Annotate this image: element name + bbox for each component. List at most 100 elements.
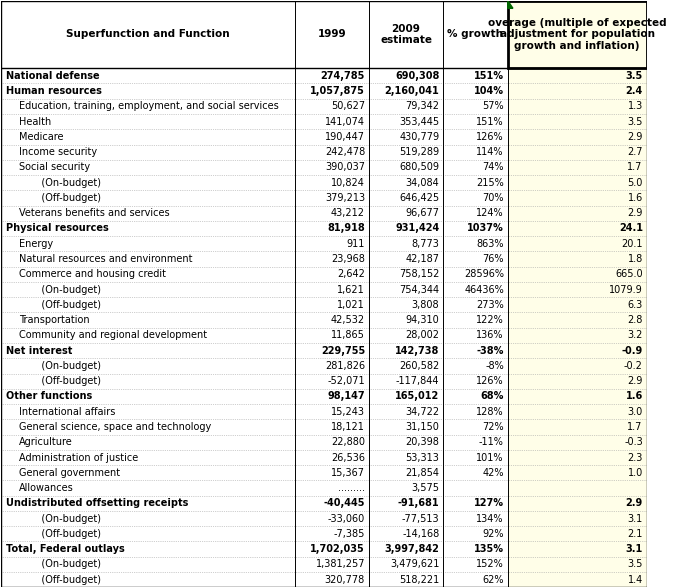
Text: 2.1: 2.1: [628, 529, 643, 539]
Text: 10,824: 10,824: [331, 178, 365, 188]
Text: 74%: 74%: [482, 162, 504, 172]
Text: 46436%: 46436%: [464, 285, 504, 295]
Text: 43,212: 43,212: [331, 208, 365, 218]
Text: 11,865: 11,865: [331, 330, 365, 340]
Text: 81,918: 81,918: [327, 223, 365, 233]
Text: 274,785: 274,785: [321, 71, 365, 81]
Text: 57%: 57%: [482, 101, 504, 111]
Text: Income security: Income security: [19, 147, 97, 157]
Text: 20,398: 20,398: [405, 437, 439, 447]
Text: 1.3: 1.3: [628, 101, 643, 111]
Text: 21,854: 21,854: [405, 468, 439, 478]
Text: Health: Health: [19, 116, 51, 126]
Text: 3.5: 3.5: [628, 559, 643, 569]
Text: 430,779: 430,779: [399, 132, 439, 142]
Text: Administration of justice: Administration of justice: [19, 453, 138, 463]
Text: 136%: 136%: [477, 330, 504, 340]
Text: 863%: 863%: [477, 239, 504, 249]
Text: -40,445: -40,445: [324, 498, 365, 508]
Text: Social security: Social security: [19, 162, 90, 172]
Text: 62%: 62%: [482, 574, 504, 584]
Text: .........: .........: [338, 483, 365, 493]
Text: 1.7: 1.7: [628, 422, 643, 432]
Text: 3.2: 3.2: [628, 330, 643, 340]
Text: -0.3: -0.3: [624, 437, 643, 447]
Text: Allowances: Allowances: [19, 483, 73, 493]
Text: 1.4: 1.4: [628, 574, 643, 584]
Text: overage (multiple of expected
adjustment for population
growth and inflation): overage (multiple of expected adjustment…: [488, 18, 666, 51]
Text: 28,002: 28,002: [405, 330, 439, 340]
Text: 3.1: 3.1: [628, 513, 643, 523]
Text: % growth: % growth: [447, 29, 503, 39]
Text: Superfunction and Function: Superfunction and Function: [66, 29, 229, 39]
Text: 151%: 151%: [474, 71, 504, 81]
Text: 2,160,041: 2,160,041: [385, 86, 439, 96]
Text: Medicare: Medicare: [19, 132, 63, 142]
Text: 931,424: 931,424: [395, 223, 439, 233]
Text: 680,509: 680,509: [399, 162, 439, 172]
Text: 96,677: 96,677: [405, 208, 439, 218]
Text: 519,289: 519,289: [399, 147, 439, 157]
Text: 22,880: 22,880: [331, 437, 365, 447]
Text: 42,187: 42,187: [405, 254, 439, 264]
Text: 126%: 126%: [476, 132, 504, 142]
Text: 124%: 124%: [476, 208, 504, 218]
Text: 273%: 273%: [476, 300, 504, 310]
Text: 127%: 127%: [474, 498, 504, 508]
Text: 1,057,875: 1,057,875: [310, 86, 365, 96]
Text: 122%: 122%: [476, 315, 504, 325]
Text: 390,037: 390,037: [325, 162, 365, 172]
Text: 42%: 42%: [482, 468, 504, 478]
Text: 2.7: 2.7: [627, 147, 643, 157]
Text: National defense: National defense: [6, 71, 99, 81]
Bar: [508, 1, 647, 587]
Text: 2.8: 2.8: [628, 315, 643, 325]
Text: 34,722: 34,722: [405, 407, 439, 417]
Text: 215%: 215%: [476, 178, 504, 188]
Text: 2.9: 2.9: [628, 132, 643, 142]
Bar: [508, 1, 647, 68]
Text: 98,147: 98,147: [327, 392, 365, 402]
Text: (Off-budget): (Off-budget): [32, 529, 101, 539]
Text: Human resources: Human resources: [6, 86, 102, 96]
Text: -77,513: -77,513: [402, 513, 439, 523]
Text: 15,243: 15,243: [331, 407, 365, 417]
Text: 353,445: 353,445: [399, 116, 439, 126]
Text: 26,536: 26,536: [331, 453, 365, 463]
Text: (Off-budget): (Off-budget): [32, 574, 101, 584]
Text: -7,385: -7,385: [334, 529, 365, 539]
Text: -11%: -11%: [479, 437, 504, 447]
Text: Total, Federal outlays: Total, Federal outlays: [6, 544, 124, 554]
Text: -117,844: -117,844: [396, 376, 439, 386]
Text: 1.6: 1.6: [626, 392, 643, 402]
Text: 1.7: 1.7: [628, 162, 643, 172]
Text: General government: General government: [19, 468, 120, 478]
Text: 754,344: 754,344: [399, 285, 439, 295]
Text: Commerce and housing credit: Commerce and housing credit: [19, 269, 166, 279]
Text: -14,168: -14,168: [402, 529, 439, 539]
Text: General science, space and technology: General science, space and technology: [19, 422, 211, 432]
Text: 2,642: 2,642: [337, 269, 365, 279]
Text: 70%: 70%: [482, 193, 504, 203]
Text: 2009
estimate: 2009 estimate: [380, 24, 432, 45]
Text: 665.0: 665.0: [615, 269, 643, 279]
Text: 1,381,257: 1,381,257: [316, 559, 365, 569]
Text: 2.9: 2.9: [628, 376, 643, 386]
Text: 190,447: 190,447: [325, 132, 365, 142]
Text: 18,121: 18,121: [331, 422, 365, 432]
Text: Natural resources and environment: Natural resources and environment: [19, 254, 192, 264]
Text: 68%: 68%: [481, 392, 504, 402]
Text: 646,425: 646,425: [399, 193, 439, 203]
Text: International affairs: International affairs: [19, 407, 115, 417]
Text: Education, training, employment, and social services: Education, training, employment, and soc…: [19, 101, 279, 111]
Text: 1079.9: 1079.9: [609, 285, 643, 295]
Text: 320,778: 320,778: [325, 574, 365, 584]
Text: 92%: 92%: [482, 529, 504, 539]
Text: 141,074: 141,074: [325, 116, 365, 126]
Text: -33,060: -33,060: [328, 513, 365, 523]
Text: 3.5: 3.5: [628, 116, 643, 126]
Text: 79,342: 79,342: [405, 101, 439, 111]
Text: 53,313: 53,313: [405, 453, 439, 463]
Text: -8%: -8%: [485, 361, 504, 371]
Text: Physical resources: Physical resources: [6, 223, 109, 233]
